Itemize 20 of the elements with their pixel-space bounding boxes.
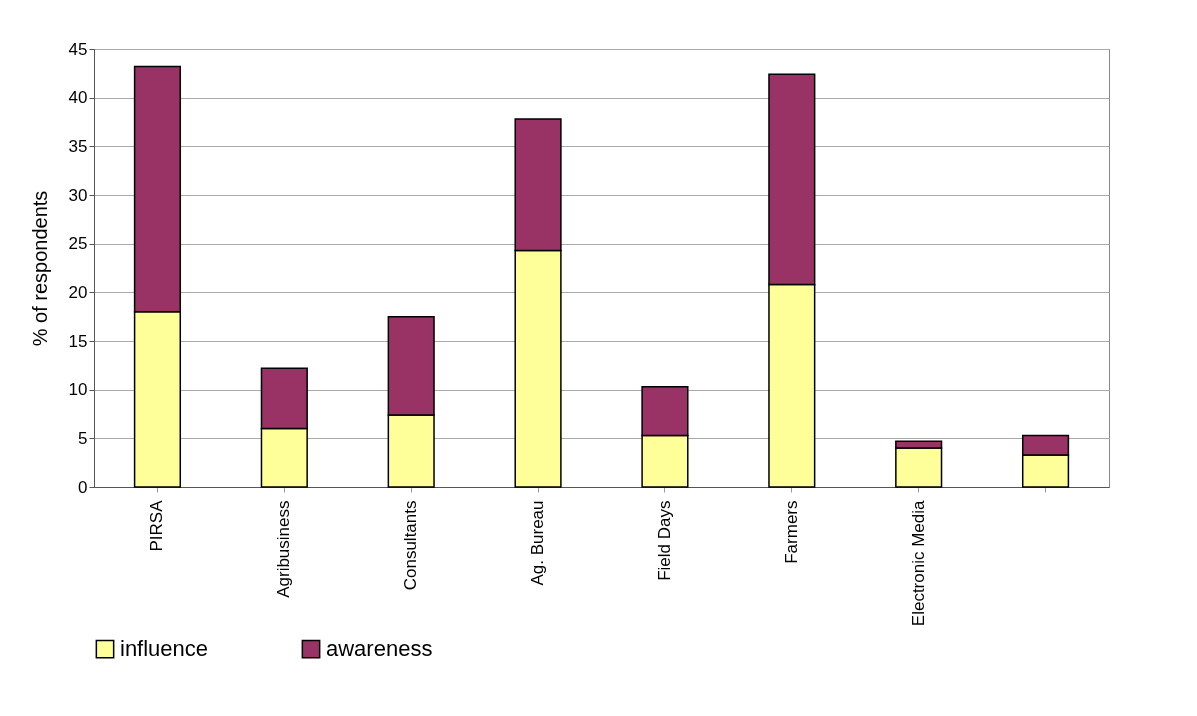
y-tick-label: 15 bbox=[68, 331, 88, 351]
y-tick-label: 5 bbox=[78, 428, 88, 448]
x-tick-label: Farmers bbox=[781, 500, 801, 564]
legend-label: awareness bbox=[326, 636, 433, 662]
y-tick-label: 10 bbox=[68, 380, 88, 400]
y-tick-label: 0 bbox=[78, 477, 88, 497]
y-tick-label: 40 bbox=[68, 88, 88, 108]
y-tick-label: 30 bbox=[68, 185, 88, 205]
y-tick-label: 20 bbox=[68, 282, 88, 302]
x-tick-label: PIRSA bbox=[147, 499, 167, 552]
x-tick-label: Field Days bbox=[654, 500, 674, 581]
y-tick-label: 35 bbox=[68, 136, 88, 156]
x-tick-label: Consultants bbox=[401, 500, 421, 591]
x-tick-label: Ag. Bureau bbox=[528, 500, 548, 586]
y-tick-label: 45 bbox=[68, 39, 88, 59]
y-axis-title: % of respondents bbox=[28, 190, 51, 347]
x-tick-label: Electronic Media bbox=[908, 499, 928, 627]
y-tick-label: 25 bbox=[68, 234, 88, 254]
x-tick-label: Agribusiness bbox=[274, 500, 294, 598]
legend-label: influence bbox=[120, 636, 209, 662]
